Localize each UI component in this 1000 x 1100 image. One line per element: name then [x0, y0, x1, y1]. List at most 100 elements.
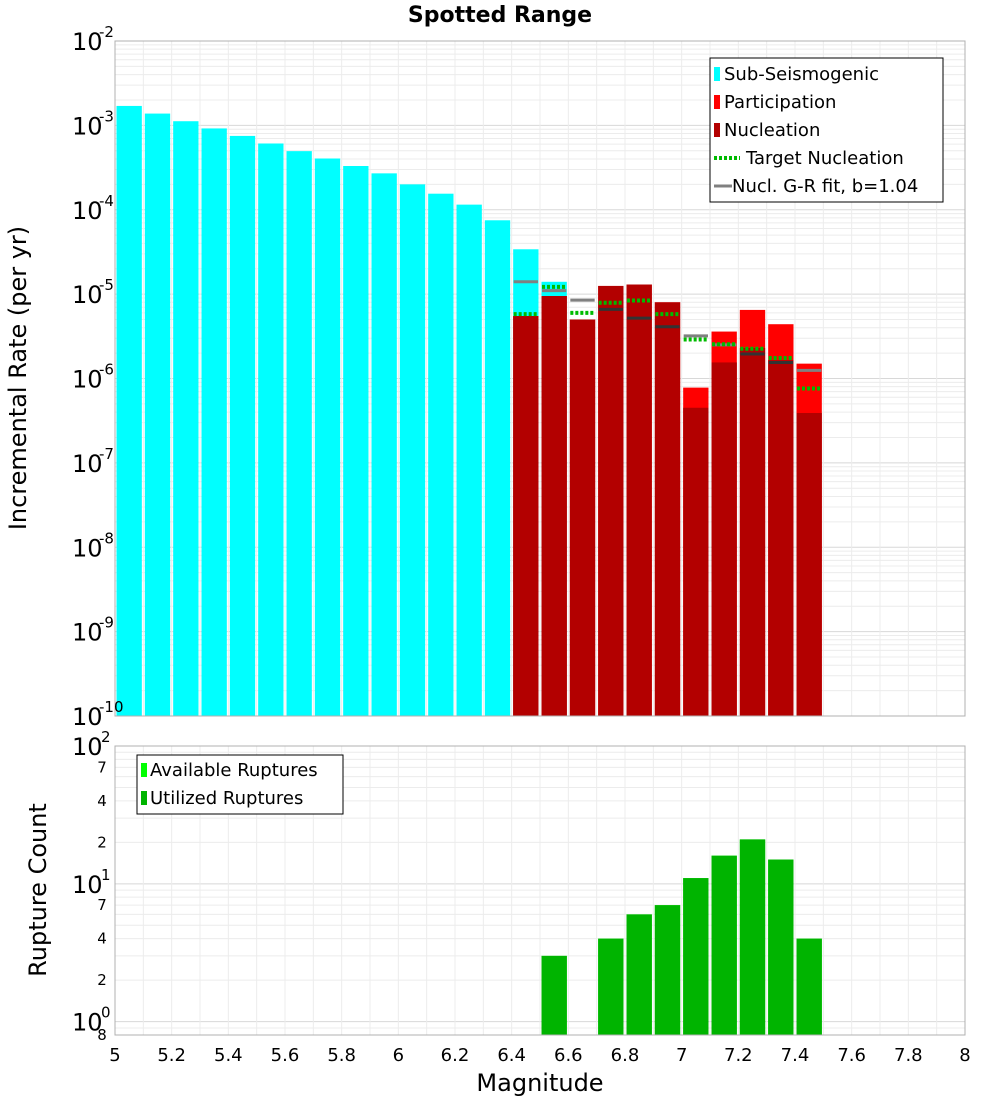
top-y-tick-label: 10 [72, 619, 103, 647]
legend-swatch [714, 123, 720, 137]
nucleation-bar [683, 407, 709, 716]
legend-label: Available Ruptures [150, 760, 318, 781]
nucleation-bar [626, 284, 652, 716]
nucleation-bar [768, 360, 794, 716]
utilized-ruptures-bar [626, 914, 652, 1035]
x-tick-label: 5.8 [327, 1045, 356, 1066]
x-tick-label: 7.8 [894, 1045, 923, 1066]
top-legend-box [709, 57, 944, 203]
top-plot-bars [116, 105, 822, 717]
utilized-ruptures-bar [768, 859, 794, 1035]
legend-label: Sub-Seismogenic [724, 64, 879, 85]
top-y-tick-label: 10 [72, 281, 103, 309]
top-y-tick-label: 10 [72, 112, 103, 140]
bottom-y-tick-exponent: 0 [101, 1004, 111, 1022]
top-plot-frame [114, 40, 966, 717]
bottom-y-tick-label: 10 [72, 1009, 103, 1037]
sub-seismogenic-bar [229, 135, 256, 717]
top-y-tick-label: 10 [72, 703, 103, 731]
x-tick-label: 6.6 [554, 1045, 583, 1066]
sub-seismogenic-bar [399, 184, 426, 717]
x-tick-label: 7.2 [724, 1045, 753, 1066]
legend-label: Target Nucleation [745, 148, 904, 169]
top-y-tick-exponent: -3 [99, 107, 114, 125]
utilized-ruptures-bar [654, 905, 681, 1035]
sub-seismogenic-bar [484, 220, 511, 717]
top-y-tick-label: 10 [72, 534, 103, 562]
x-tick-label: 5.4 [214, 1045, 243, 1066]
x-tick-label: 6.8 [611, 1045, 640, 1066]
bottom-y-tick-label: 10 [72, 871, 103, 899]
top-legend: Sub-Seismogenic Participation Nucleation Ta… [709, 57, 944, 203]
x-tick-label: 7.6 [837, 1045, 866, 1066]
x-tick-label: 8 [959, 1045, 970, 1066]
bottom-y-minor-tick-label: 4 [97, 930, 107, 948]
sub-seismogenic-bar [428, 193, 454, 716]
top-y-tick-exponent: -2 [99, 23, 114, 41]
nucleation-bar [711, 362, 737, 716]
legend-label: Nucl. G-R fit, b=1.04 [732, 176, 918, 197]
top-y-tick-label: 10 [72, 366, 103, 394]
top-y-tick-exponent: -10 [99, 698, 124, 716]
nucleation-bar [598, 285, 624, 716]
sub-seismogenic-bar [314, 158, 341, 717]
bottom-y-minor-tick-label: 4 [97, 792, 107, 810]
sub-seismogenic-bar [144, 113, 171, 717]
utilized-ruptures-bar [711, 855, 737, 1035]
nucleation-bar [541, 296, 567, 716]
x-axis-title: Magnitude [476, 1069, 603, 1097]
utilized-ruptures-bar [598, 938, 624, 1035]
nucleation-bar [513, 316, 539, 716]
top-y-tick-label: 10 [72, 28, 103, 56]
bottom-plot-frame [114, 745, 966, 1036]
x-tick-label: 5 [109, 1045, 120, 1066]
nucleation-bar [569, 319, 596, 716]
bottom-y-minor-tick-label: 7 [97, 758, 107, 776]
utilized-ruptures-bar [739, 839, 766, 1035]
top-y-tick-exponent: -9 [99, 614, 114, 632]
top-y-tick-exponent: -8 [99, 529, 114, 547]
top-y-tick-exponent: -5 [99, 276, 114, 294]
utilized-ruptures-bar [683, 878, 709, 1035]
bottom-y-minor-tick-label: 2 [97, 971, 107, 989]
sub-seismogenic-bar [286, 151, 312, 716]
utilized-ruptures-bar [541, 955, 567, 1035]
x-tick-label: 6.2 [441, 1045, 470, 1066]
legend-swatch [714, 95, 720, 109]
legend-swatch [141, 763, 147, 777]
nucleation-bar [796, 413, 822, 716]
nucleation-bar [739, 347, 766, 716]
bottom-y-axis-title: Rupture Count [24, 803, 52, 977]
x-tick-label: 7.4 [781, 1045, 810, 1066]
nucleation-bar [654, 302, 681, 716]
bottom-y-minor-tick-label: 7 [97, 896, 107, 914]
top-y-tick-label: 10 [72, 197, 103, 225]
bottom-y-tick-label: 10 [72, 733, 103, 761]
bottom-y-tick-exponent: 1 [101, 866, 111, 884]
bottom-y-minor-tick-label: 2 [97, 833, 107, 851]
legend-swatch [714, 67, 720, 81]
sub-seismogenic-bar [371, 173, 397, 716]
bottom-y-minor-tick-label: 8 [97, 1026, 107, 1044]
sub-seismogenic-bar [116, 105, 142, 717]
sub-seismogenic-bar [173, 121, 199, 716]
x-tick-label: 7 [676, 1045, 687, 1066]
bottom-y-tick-exponent: 2 [101, 728, 111, 746]
x-tick-labels: 5 5.2 5.4 5.6 5.8 6 6.2 6.4 6.6 6.8 7 7.2 7.4 7.6 7.8 8 [109, 1045, 970, 1066]
sub-seismogenic-bar [201, 128, 227, 716]
top-y-tick-exponent: -7 [99, 445, 114, 463]
x-tick-label: 5.6 [271, 1045, 300, 1066]
legend-label: Nucleation [724, 120, 820, 141]
x-tick-label: 6 [393, 1045, 404, 1066]
top-y-tick-exponent: -4 [99, 192, 114, 210]
sub-seismogenic-bar [258, 143, 284, 716]
chart-title: Spotted Range [408, 3, 592, 28]
x-tick-label: 6.4 [497, 1045, 526, 1066]
legend-label: Utilized Ruptures [150, 788, 303, 809]
bottom-plot-bars [541, 839, 822, 1035]
utilized-ruptures-bar [796, 938, 822, 1035]
top-y-axis-title: Incremental Rate (per yr) [4, 226, 32, 530]
